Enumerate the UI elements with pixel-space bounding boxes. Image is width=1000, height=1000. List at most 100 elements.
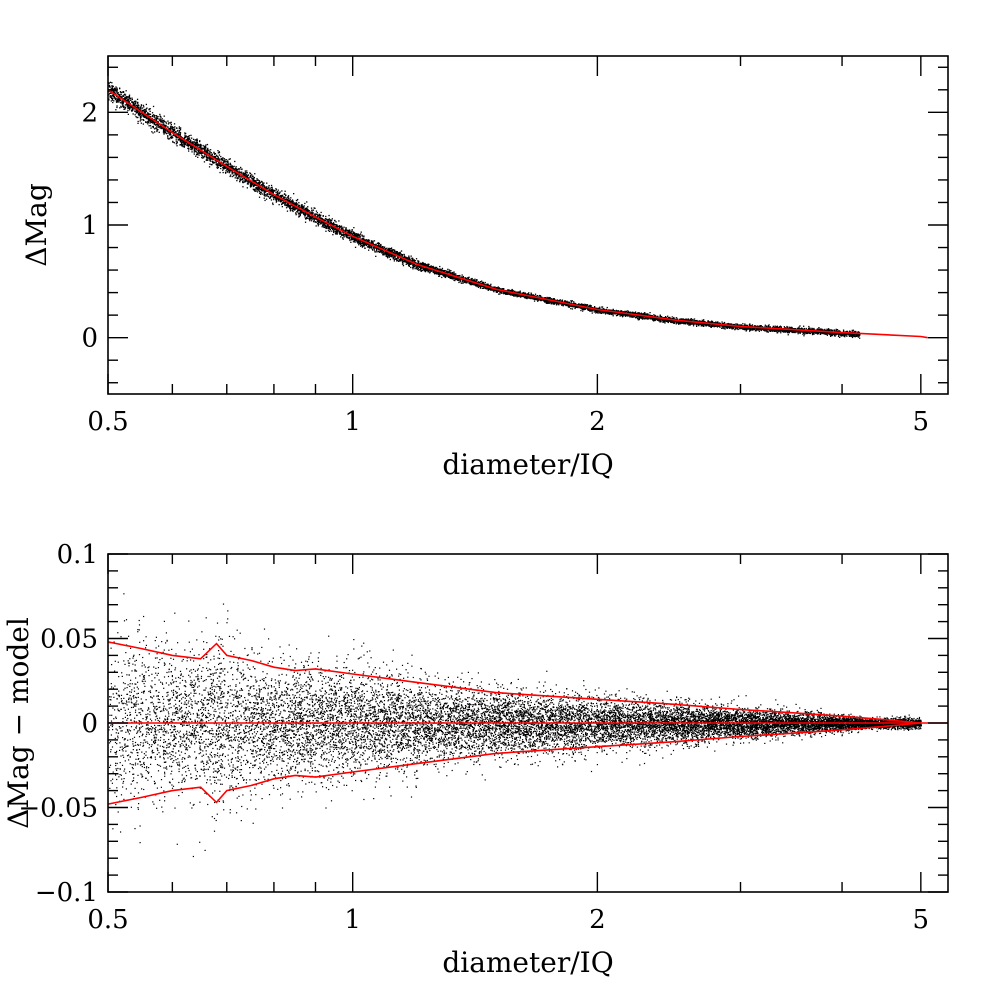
scatter-point <box>152 127 155 129</box>
scatter-point <box>224 159 226 161</box>
scatter-point <box>156 129 158 132</box>
scatter-point <box>215 163 217 165</box>
scatter-point <box>143 112 145 114</box>
scatter-point <box>527 293 529 295</box>
scatter-point <box>291 209 293 212</box>
scatter-point <box>325 215 327 218</box>
scatter-point <box>352 231 355 233</box>
scatter-point <box>191 151 193 153</box>
scatter-point <box>749 323 751 325</box>
scatter-point <box>307 215 309 218</box>
scatter-point <box>127 113 129 115</box>
scatter-point <box>811 333 814 336</box>
scatter-point <box>329 219 331 221</box>
scatter-point <box>396 252 398 254</box>
scatter-point <box>222 166 224 169</box>
scatter-point <box>354 238 356 240</box>
scatter-point <box>427 270 429 272</box>
scatter-point <box>190 134 192 136</box>
scatter-point <box>838 330 840 332</box>
scatter-point <box>274 190 276 192</box>
scatter-point <box>117 97 119 99</box>
scatter-point <box>566 300 568 302</box>
scatter-point <box>644 312 646 314</box>
scatter-point <box>618 313 621 316</box>
scatter-point <box>358 234 360 236</box>
scatter-point <box>302 207 304 210</box>
scatter-point <box>773 329 776 331</box>
scatter-point <box>800 331 803 333</box>
scatter-point <box>242 181 244 184</box>
scatter-point <box>304 221 307 223</box>
scatter-point <box>263 191 265 194</box>
scatter-point <box>214 153 216 155</box>
scatter-point <box>368 249 370 251</box>
scatter-point <box>506 293 508 295</box>
scatter-point <box>116 92 118 94</box>
scatter-point <box>519 291 521 293</box>
scatter-point <box>723 322 725 324</box>
scatter-point <box>138 111 141 114</box>
scatter-point <box>315 210 318 212</box>
scatter-point <box>820 328 822 330</box>
scatter-point <box>147 121 149 124</box>
scatter-point <box>393 260 395 262</box>
scatter-point <box>571 301 573 303</box>
scatter-point <box>155 119 158 121</box>
scatter-point <box>193 144 195 146</box>
scatter-point <box>203 150 206 152</box>
scatter-point <box>142 104 145 107</box>
scatter-point <box>736 323 739 325</box>
scatter-point <box>146 107 148 109</box>
scatter-point <box>120 93 122 95</box>
scatter-point <box>375 250 378 252</box>
scatter-point <box>665 317 668 319</box>
scatter-point <box>306 201 308 203</box>
scatter-point <box>336 224 338 226</box>
scatter-point <box>247 182 249 184</box>
scatter-point <box>108 82 110 84</box>
scatter-point <box>234 168 236 170</box>
scatter-point <box>253 184 255 187</box>
scatter-point <box>121 103 123 105</box>
scatter-point <box>227 161 229 163</box>
scatter-point <box>783 326 785 328</box>
scatter-point <box>290 197 292 199</box>
scatter-point <box>354 235 356 237</box>
scatter-point <box>444 270 446 272</box>
scatter-point <box>149 125 152 127</box>
scatter-point <box>132 113 134 115</box>
scatter-point <box>333 231 335 234</box>
scatter-point <box>315 221 317 223</box>
scatter-point <box>312 209 315 211</box>
scatter-point <box>630 316 632 318</box>
scatter-point <box>269 189 271 192</box>
scatter-point <box>735 323 737 325</box>
scatter-point <box>238 174 240 177</box>
scatter-point <box>408 256 410 258</box>
scatter-point <box>427 271 429 273</box>
scatter-point <box>277 200 279 202</box>
scatter-point <box>148 125 150 127</box>
scatter-point <box>255 187 257 189</box>
scatter-point <box>857 336 859 338</box>
scatter-point <box>281 195 284 197</box>
scatter-point <box>612 308 614 310</box>
scatter-point <box>222 169 224 171</box>
scatter-point <box>732 328 734 330</box>
scatter-point <box>156 126 158 128</box>
scatter-point <box>170 136 172 139</box>
scatter-point <box>241 168 243 170</box>
scatter-point <box>152 105 155 108</box>
scatter-point <box>379 245 381 247</box>
scatter-point <box>214 153 217 155</box>
scatter-point <box>270 190 272 193</box>
scatter-point <box>620 314 622 316</box>
scatter-point <box>120 106 122 108</box>
scatter-point <box>595 312 597 314</box>
scatter-point <box>191 145 193 147</box>
scatter-point <box>820 329 822 331</box>
scatter-point <box>172 130 174 132</box>
scatter-point <box>152 132 154 134</box>
scatter-point <box>217 152 219 154</box>
